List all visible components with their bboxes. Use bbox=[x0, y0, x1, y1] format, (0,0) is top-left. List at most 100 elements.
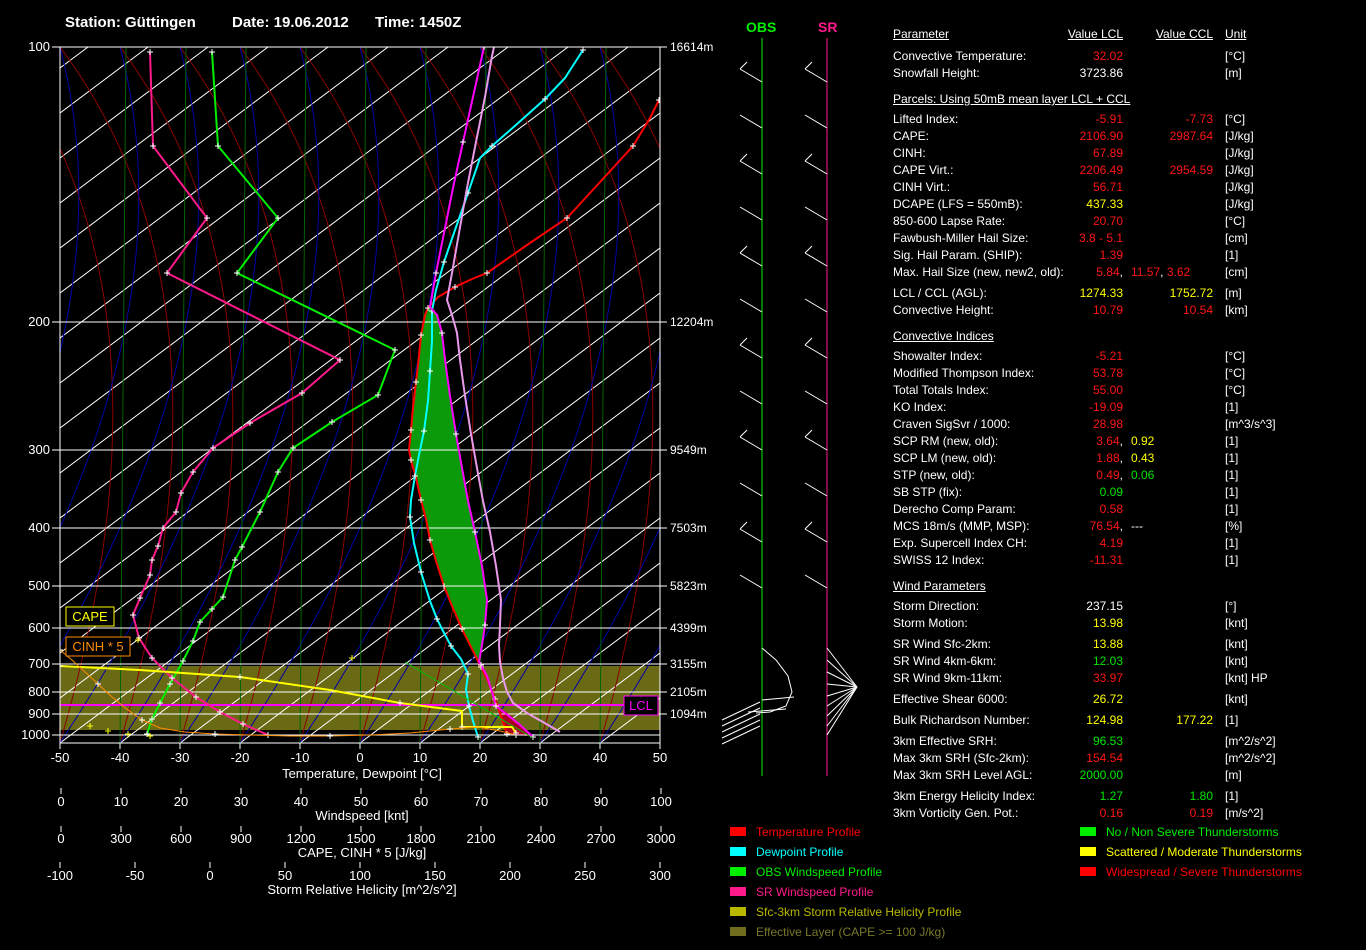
svg-text:16614m: 16614m bbox=[670, 40, 713, 54]
param-row: 850-600 Lapse Rate: 20.70 [°C] bbox=[893, 214, 1246, 228]
svg-text:-10: -10 bbox=[291, 750, 310, 765]
section-header: Wind Parameters bbox=[893, 579, 986, 593]
param-row: Sig. Hail Param. (SHIP): 1.39 [1] bbox=[893, 248, 1239, 262]
param-row: CAPE Virt.: 2206.49 2954.59 [J/kg] bbox=[893, 163, 1254, 177]
svg-text:LCL: LCL bbox=[629, 698, 653, 713]
svg-text:1800: 1800 bbox=[407, 831, 436, 846]
svg-text:3000: 3000 bbox=[647, 831, 676, 846]
svg-text:1200: 1200 bbox=[287, 831, 316, 846]
param-row: SR Wind 9km-11km: 33.97 [knt] HP bbox=[893, 671, 1268, 685]
legend-item: Dewpoint Profile bbox=[730, 845, 843, 859]
svg-text:Windspeed [knt]: Windspeed [knt] bbox=[315, 808, 408, 823]
svg-text:30: 30 bbox=[533, 750, 547, 765]
svg-text:300: 300 bbox=[28, 442, 50, 457]
svg-text:900: 900 bbox=[230, 831, 252, 846]
param-row: Showalter Index: -5.21 [°C] bbox=[893, 349, 1246, 363]
param-row: SCP RM (new, old): 3.64, 0.92 [1] bbox=[893, 434, 1239, 448]
svg-text:100: 100 bbox=[650, 794, 672, 809]
param-row: SR Wind 4km-6km: 12.03 [knt] bbox=[893, 654, 1248, 668]
svg-text:10: 10 bbox=[413, 750, 427, 765]
svg-text:0: 0 bbox=[206, 868, 213, 883]
legend-swatch-icon bbox=[730, 867, 746, 876]
svg-text:50: 50 bbox=[653, 750, 667, 765]
legend-swatch-icon bbox=[730, 927, 746, 936]
chart-frame bbox=[59, 46, 661, 744]
param-row: DCAPE (LFS = 550mB): 437.33 [J/kg] bbox=[893, 197, 1254, 211]
param-row: CINH: 67.89 [J/kg] bbox=[893, 146, 1254, 160]
wind-barb-columns: OBS SR bbox=[721, 19, 858, 776]
svg-text:0: 0 bbox=[57, 831, 64, 846]
svg-text:50: 50 bbox=[354, 794, 368, 809]
parcel-lcl-curve bbox=[428, 47, 534, 738]
param-row: SB STP (fix): 0.09 [1] bbox=[893, 485, 1239, 499]
svg-text:50: 50 bbox=[278, 868, 292, 883]
svg-text:200: 200 bbox=[28, 314, 50, 329]
param-row: Craven SigSvr / 1000: 28.98 [m^3/s^3] bbox=[893, 417, 1276, 431]
param-row: CINH Virt.: 56.71 [J/kg] bbox=[893, 180, 1254, 194]
param-row: 3km Energy Helicity Index: 1.27 1.80 [1] bbox=[893, 789, 1239, 803]
svg-text:40: 40 bbox=[593, 750, 607, 765]
svg-text:100: 100 bbox=[349, 868, 371, 883]
param-row: 3km Vorticity Gen. Pot.: 0.16 0.19 [m/s^2] bbox=[893, 806, 1264, 820]
param-row: Lifted Index: -5.91 -7.73 [°C] bbox=[893, 112, 1246, 126]
legend-swatch-icon bbox=[1080, 847, 1096, 856]
legend-swatch-icon bbox=[730, 907, 746, 916]
svg-text:300: 300 bbox=[110, 831, 132, 846]
legend-swatch-icon bbox=[1080, 827, 1096, 836]
parameter-table: Parameter Value LCL Value CCL Unit Convectiv… bbox=[893, 26, 1365, 822]
svg-text:CINH * 5: CINH * 5 bbox=[72, 639, 123, 654]
svg-text:800: 800 bbox=[28, 684, 50, 699]
legend-item: SR Windspeed Profile bbox=[730, 885, 873, 899]
svg-text:600: 600 bbox=[28, 620, 50, 635]
svg-text:90: 90 bbox=[594, 794, 608, 809]
svg-text:Storm Relative Helicity [m^2/s: Storm Relative Helicity [m^2/s^2] bbox=[267, 882, 456, 897]
svg-text:20: 20 bbox=[473, 750, 487, 765]
table-header-row: Parameter Value LCL Value CCL Unit bbox=[893, 27, 1247, 41]
dewpoint-profile bbox=[408, 49, 584, 738]
section-header: Parcels: Using 50mB mean layer LCL + CCL bbox=[893, 92, 1131, 106]
legend-item: Sfc-3km Storm Relative Helicity Profile bbox=[730, 905, 961, 919]
param-row: Storm Motion: 13.98 [knt] bbox=[893, 616, 1248, 630]
svg-text:4399m: 4399m bbox=[670, 621, 707, 635]
svg-text:1094m: 1094m bbox=[670, 707, 707, 721]
parcel-ccl-curve bbox=[445, 47, 561, 733]
section-header: Convective Indices bbox=[893, 329, 994, 343]
svg-text:0: 0 bbox=[356, 750, 363, 765]
svg-text:80: 80 bbox=[534, 794, 548, 809]
param-row: Derecho Comp Param: 0.58 [1] bbox=[893, 502, 1239, 516]
param-row: 3km Effective SRH: 96.53 [m^2/s^2] bbox=[893, 734, 1276, 748]
cape-label bbox=[65, 606, 115, 627]
svg-text:700: 700 bbox=[28, 656, 50, 671]
svg-text:9549m: 9549m bbox=[670, 443, 707, 457]
svg-text:-50: -50 bbox=[126, 868, 145, 883]
param-row: Fawbush-Miller Hail Size: 3.8 - 5.1 [cm] bbox=[893, 231, 1248, 245]
legend-swatch-icon bbox=[730, 847, 746, 856]
svg-text:1500: 1500 bbox=[347, 831, 376, 846]
svg-text:5823m: 5823m bbox=[670, 579, 707, 593]
param-row: SWISS 12 Index: -11.31 [1] bbox=[893, 553, 1239, 567]
sr-windspeed-profile bbox=[131, 51, 342, 736]
legend-item: Widespread / Severe Thunderstorms bbox=[1080, 865, 1302, 879]
legend-item: Scattered / Moderate Thunderstorms bbox=[1080, 845, 1302, 859]
svg-text:2700: 2700 bbox=[587, 831, 616, 846]
shear-line bbox=[404, 661, 534, 739]
param-row: CAPE: 2106.90 2987.64 [J/kg] bbox=[893, 129, 1254, 143]
svg-text:1000: 1000 bbox=[21, 727, 50, 742]
svg-text:200: 200 bbox=[499, 868, 521, 883]
legend-swatch-icon bbox=[1080, 867, 1096, 876]
legend-swatch-icon bbox=[730, 827, 746, 836]
svg-text:-50: -50 bbox=[51, 750, 70, 765]
param-row: Exp. Supercell Index CH: 4.19 [1] bbox=[893, 536, 1239, 550]
svg-text:100: 100 bbox=[28, 39, 50, 54]
svg-text:-20: -20 bbox=[231, 750, 250, 765]
pressure-gridlines bbox=[60, 46, 660, 736]
svg-text:30: 30 bbox=[234, 794, 248, 809]
legend-swatch-icon bbox=[730, 887, 746, 896]
svg-text:2400: 2400 bbox=[527, 831, 556, 846]
profile-curves bbox=[60, 47, 660, 740]
legend-item: No / Non Severe Thunderstorms bbox=[1080, 825, 1279, 839]
svg-text:60: 60 bbox=[414, 794, 428, 809]
